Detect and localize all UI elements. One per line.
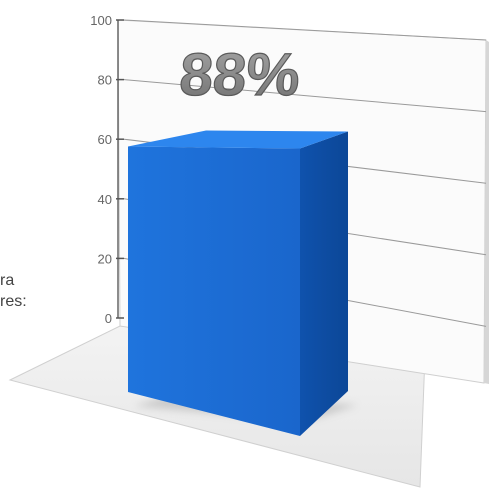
- y-axis: 0 20 40 60 80 100: [90, 13, 124, 326]
- bar-side-face: [300, 131, 348, 436]
- bar-group: [128, 130, 358, 436]
- bar-top-face: [128, 130, 348, 149]
- bar-front-face: [128, 146, 300, 436]
- y-tick-label: 20: [98, 251, 112, 266]
- gridline: [123, 19, 487, 41]
- y-tick-label: 0: [105, 311, 112, 326]
- data-label-value: 88%: [177, 41, 302, 108]
- y-tick-label: 40: [98, 192, 112, 207]
- chart-wall-edge: [484, 40, 489, 384]
- gridline: [123, 79, 487, 113]
- caption-line-1: ra: [0, 272, 15, 289]
- y-tick-label: 60: [98, 132, 112, 147]
- y-tick-label: 80: [98, 73, 112, 88]
- y-tick-label: 100: [90, 13, 112, 28]
- caption-line-2: res:: [0, 293, 27, 310]
